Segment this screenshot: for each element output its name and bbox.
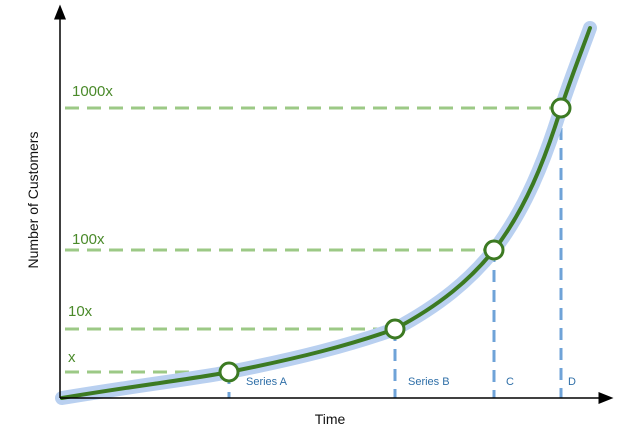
stage-label: Series B (408, 376, 450, 388)
stage-label: Series A (246, 376, 288, 388)
y-axis-label: Number of Customers (25, 132, 41, 269)
level-label: 10x (68, 303, 93, 320)
stage-label: D (568, 376, 576, 388)
milestone (384, 318, 406, 340)
level-label: 1000x (72, 83, 113, 100)
level-label: 100x (72, 231, 105, 248)
level-label: x (68, 349, 76, 366)
x-axis-label: Time (315, 411, 346, 427)
milestones (218, 97, 572, 383)
milestone (550, 97, 572, 119)
milestone (218, 361, 240, 383)
trend-band (55, 21, 597, 405)
milestone (483, 239, 505, 261)
stage-label: C (506, 376, 514, 388)
